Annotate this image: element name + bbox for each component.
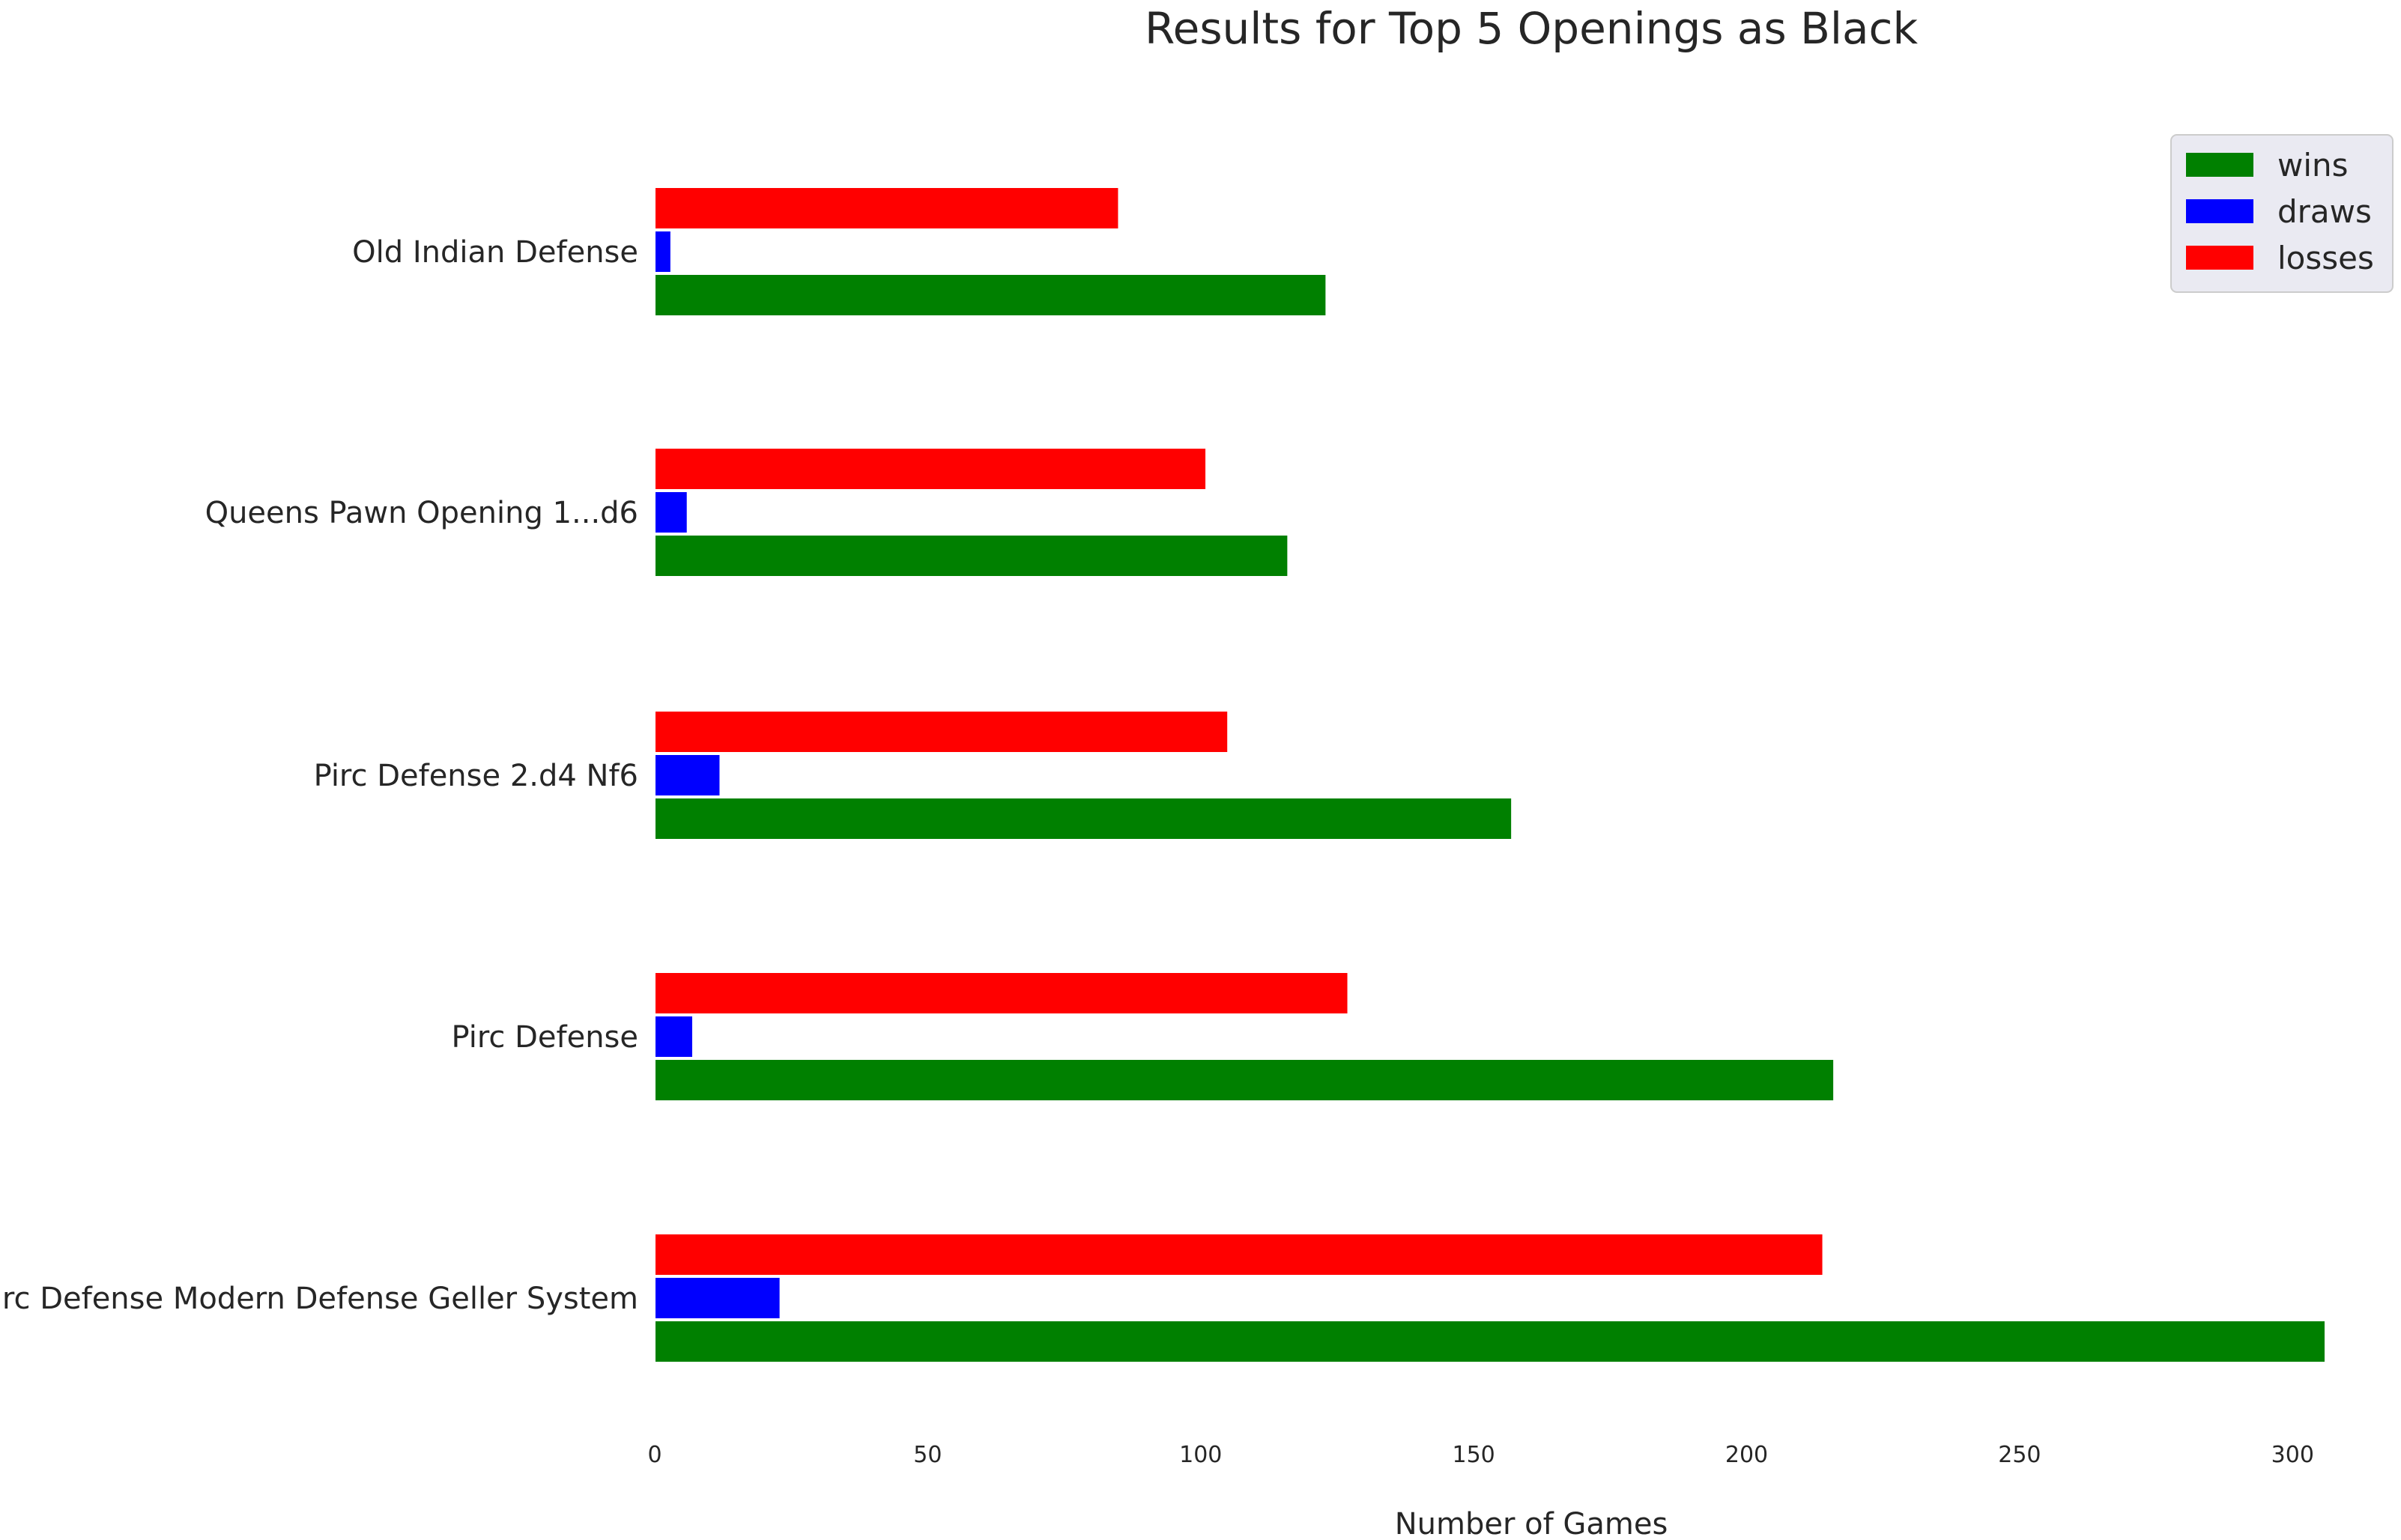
x-axis-label: Number of Games	[1395, 1507, 1668, 1540]
bar-draws-2	[654, 754, 721, 797]
bar-losses-0	[654, 1233, 1824, 1276]
legend-label-losses: losses	[2277, 240, 2374, 276]
x-tick-label: 300	[2271, 1442, 2314, 1468]
chart-title: Results for Top 5 Openings as Black	[1145, 3, 1918, 54]
x-tick-label: 150	[1453, 1442, 1495, 1468]
plot-bars	[654, 187, 2326, 1363]
x-tick-label: 200	[1725, 1442, 1768, 1468]
x-tick-label: 100	[1179, 1442, 1222, 1468]
y-tick-label: Pirc Defense 2.d4 Nf6	[314, 759, 638, 793]
bar-draws-1	[654, 1015, 694, 1058]
bar-wins-4	[654, 273, 1327, 317]
bar-draws-3	[654, 491, 688, 534]
bar-losses-1	[654, 971, 1349, 1015]
x-tick-label: 0	[647, 1442, 661, 1468]
legend: wins draws losses	[2170, 134, 2394, 293]
x-axis-ticks: 0 50 100 150 200 250 300	[647, 1442, 2313, 1468]
y-axis-labels: Pirc Defense Modern Defense Geller Syste…	[0, 235, 638, 1316]
legend-swatch-losses	[2186, 246, 2253, 270]
bar-wins-3	[654, 534, 1289, 578]
y-tick-label: Pirc Defense Modern Defense Geller Syste…	[0, 1282, 638, 1316]
bar-draws-0	[654, 1276, 781, 1320]
y-tick-label: Old Indian Defense	[352, 235, 638, 270]
bar-losses-3	[654, 447, 1208, 491]
legend-swatch-wins	[2186, 153, 2253, 177]
bar-wins-0	[654, 1320, 2326, 1363]
x-tick-label: 250	[1998, 1442, 2041, 1468]
bar-wins-2	[654, 797, 1513, 840]
legend-label-draws: draws	[2277, 193, 2372, 230]
bar-wins-1	[654, 1058, 1835, 1102]
x-tick-label: 50	[913, 1442, 942, 1468]
legend-label-wins: wins	[2277, 147, 2349, 184]
y-tick-label: Pirc Defense	[451, 1020, 638, 1055]
y-tick-label: Queens Pawn Opening 1...d6	[205, 496, 638, 530]
bar-draws-4	[654, 230, 672, 273]
bar-losses-2	[654, 710, 1229, 754]
bar-losses-4	[654, 187, 1120, 230]
legend-swatch-draws	[2186, 199, 2253, 223]
